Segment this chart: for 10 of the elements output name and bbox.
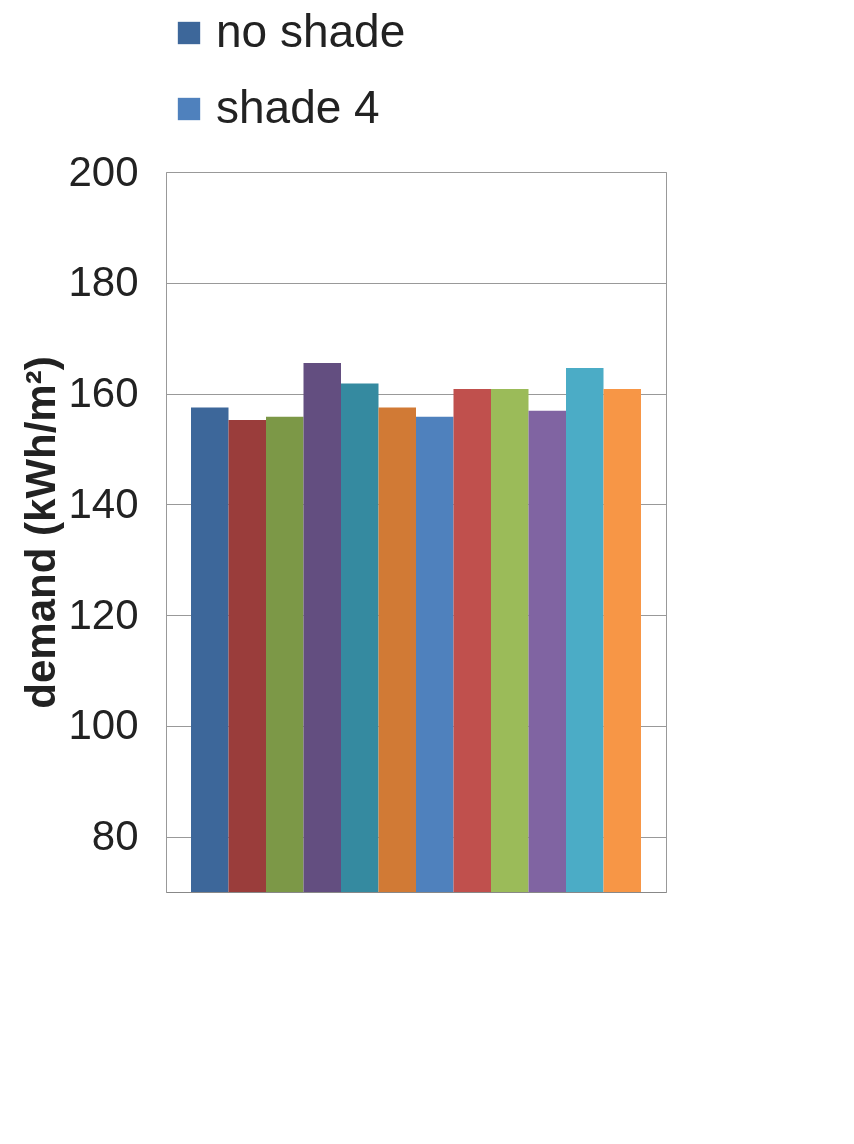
legend-label: no shade (216, 5, 406, 57)
y-axis-title: demand (kWh/m²) (17, 356, 65, 709)
y-tick-label: 100 (68, 701, 139, 749)
y-tick-label: 140 (68, 479, 139, 527)
y-tick-label: 160 (68, 369, 139, 417)
y-tick-label: 120 (68, 590, 139, 638)
legend-label: shade 4 (216, 81, 380, 133)
y-tick-label: 80 (91, 812, 139, 860)
y-tick-label: 200 (68, 147, 139, 195)
y-tick-label: 180 (68, 258, 139, 306)
